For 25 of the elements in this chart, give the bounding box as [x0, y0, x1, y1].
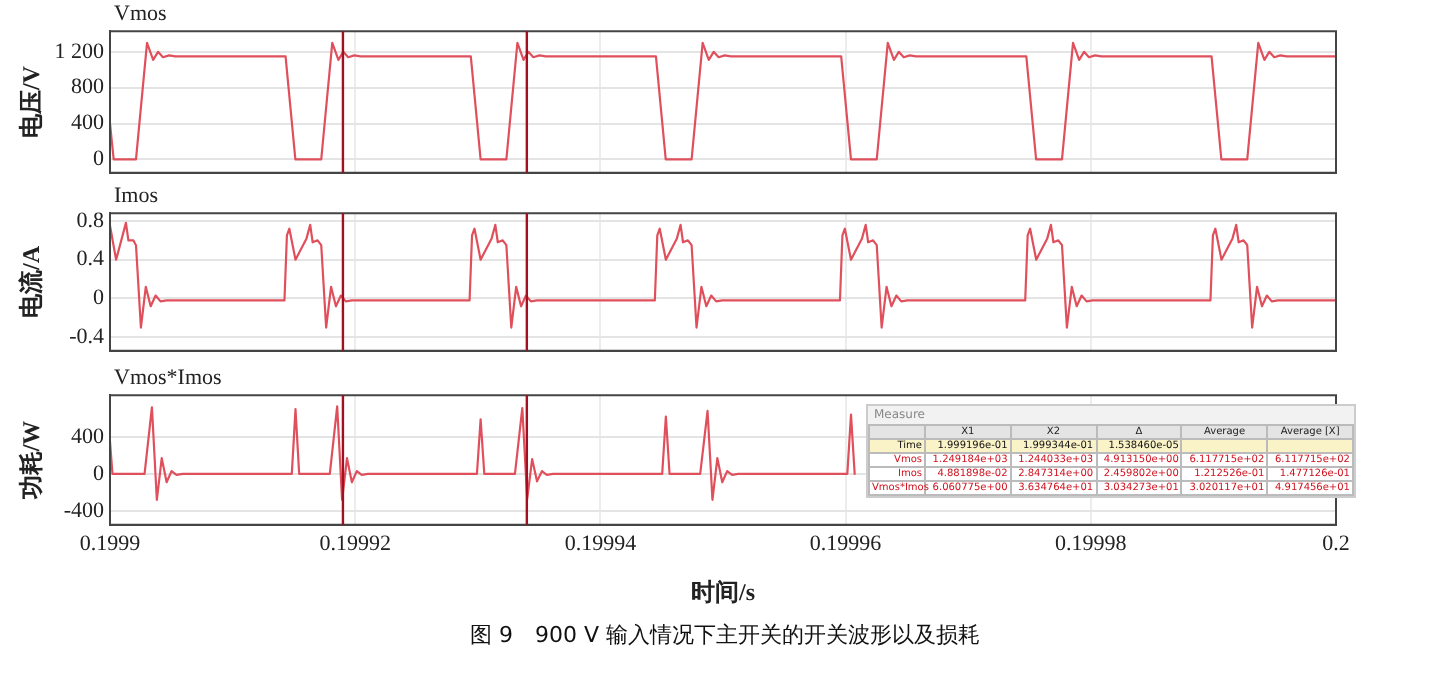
y-tick-label: 0.8	[76, 208, 105, 233]
x-tick-label: 0.19996	[809, 531, 883, 556]
x-tick-label: 0.19994	[564, 531, 638, 556]
caption: 图 9 900 V 输入情况下主开关的开关波形以及损耗	[467, 620, 982, 650]
x-tick-label: 0.19998	[1055, 531, 1128, 556]
y-tick-label: 400	[71, 424, 105, 449]
x-axis-title: 时间/s	[690, 577, 756, 606]
chart-title: Vmos	[114, 2, 167, 26]
y-axis-title: 电流/A	[16, 245, 45, 318]
y-tick-label: 0.4	[76, 247, 105, 272]
y-tick-label: 1 200	[54, 39, 105, 64]
y-tick-label: 400	[71, 111, 105, 136]
y-tick-label: 0	[93, 461, 105, 486]
x-tick-label: 0.1999	[79, 531, 142, 556]
x-tick-label: 0.2	[1322, 531, 1350, 556]
x-tick-label: 0.19992	[319, 531, 391, 556]
y-tick-label: 800	[71, 75, 105, 100]
y-tick-label: -400	[63, 498, 105, 523]
y-tick-label: 0	[93, 286, 105, 311]
y-tick-label: -0.4	[69, 325, 105, 350]
y-axis-title: 功耗/W	[16, 420, 45, 502]
y-tick-label: 0	[93, 147, 105, 172]
y-axis-title: 电压/V	[16, 65, 45, 138]
chart-title: Imos	[114, 184, 158, 208]
chart-title: Vmos*Imos	[114, 366, 222, 390]
